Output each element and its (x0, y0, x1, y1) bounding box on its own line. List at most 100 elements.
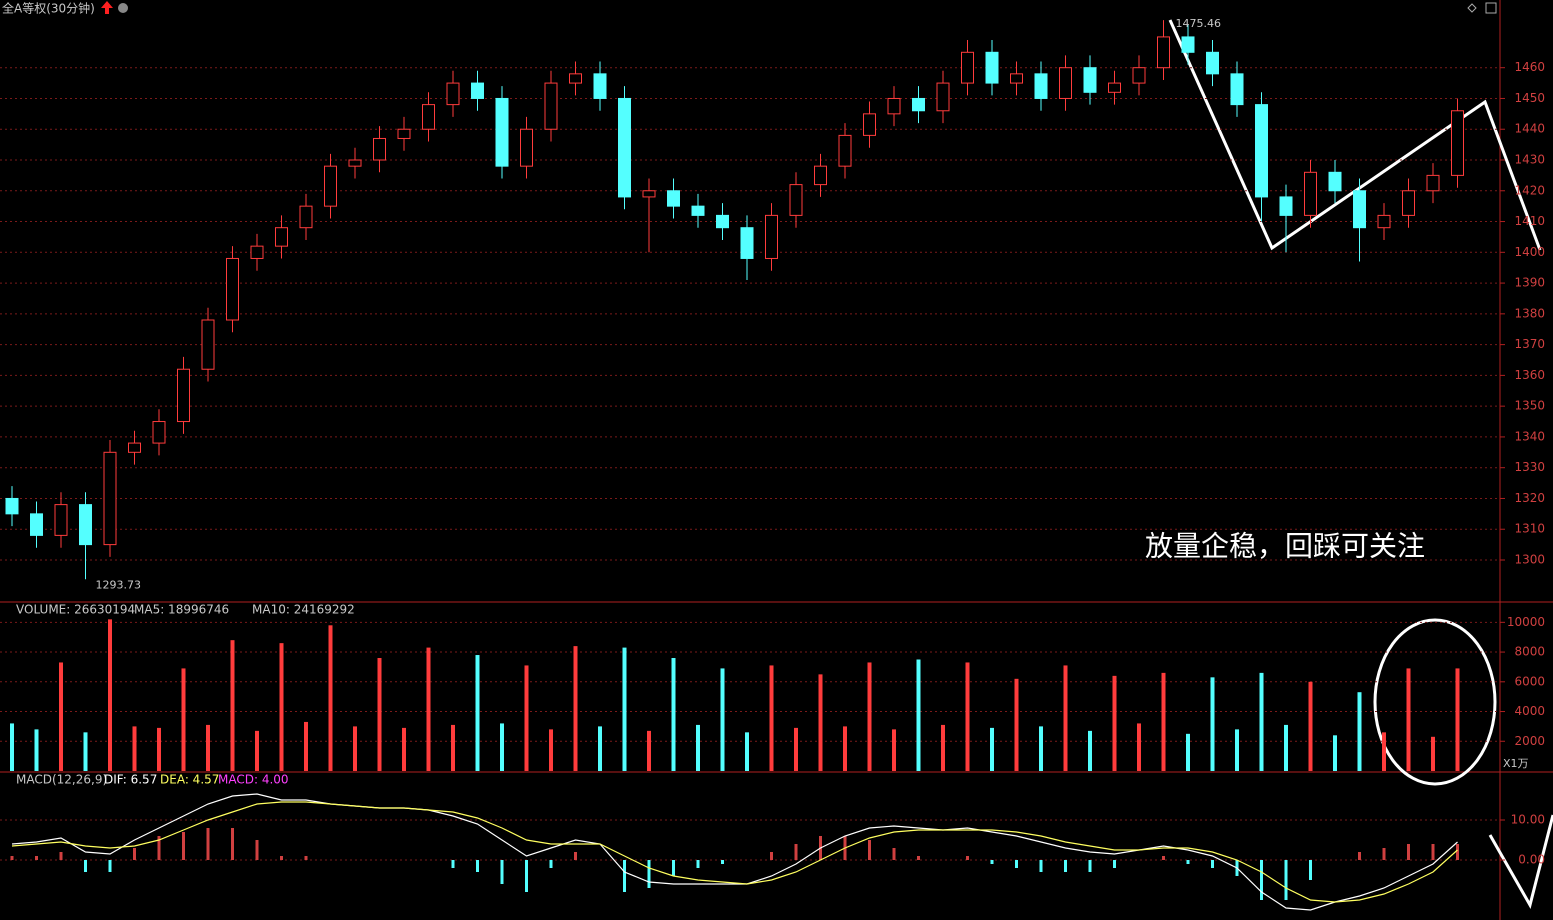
volume-bar (892, 729, 896, 771)
macd-line (11, 801, 1458, 903)
volume-bar (1112, 675, 1117, 771)
y-tick-label: 8000 (1514, 645, 1545, 659)
volume-bar (1235, 729, 1239, 771)
chart-title: 全A等权(30分钟) (2, 1, 95, 16)
candle-body (618, 97, 631, 198)
y-tick-label: 10000 (1507, 615, 1545, 629)
volume-bar (1039, 726, 1043, 771)
volume-bar (353, 726, 357, 771)
volume-bar (745, 732, 749, 771)
volume-bar (304, 721, 308, 771)
volume-bar (598, 726, 602, 771)
panel-header: MA10: 24169292 (252, 603, 355, 617)
candle-body (667, 190, 680, 207)
candle-body (985, 51, 999, 84)
icon (1467, 3, 1477, 13)
candle-body (1255, 104, 1268, 198)
candle-body (348, 159, 362, 167)
y-tick-label: 1380 (1514, 306, 1545, 320)
candle-body (1010, 73, 1023, 84)
volume-bar (549, 729, 553, 771)
y-tick-label: 4000 (1514, 704, 1545, 718)
candle-body (1402, 190, 1415, 216)
volume-bar (573, 646, 578, 771)
volume-bar (34, 729, 39, 771)
y-tick-label: 1350 (1514, 399, 1545, 413)
volume-bar (500, 723, 504, 771)
volume-bar (1357, 692, 1362, 771)
volume-bar (132, 726, 137, 771)
volume-bar (867, 662, 872, 771)
candle-body (520, 128, 533, 167)
candle-body (397, 128, 411, 139)
candle-body (1034, 73, 1048, 99)
volume-bar (377, 658, 382, 771)
volume-bar (794, 727, 798, 771)
volume-bar (10, 723, 14, 771)
legend-entry: DEA: 4.57 (160, 773, 219, 787)
volume-bar (1308, 681, 1313, 771)
legend-entry: DIF: 6.57 (104, 773, 157, 787)
annotation: 放量企稳，回踩可关注 (1145, 530, 1425, 563)
candle-body (642, 190, 656, 198)
volume-bar (916, 659, 921, 771)
volume-bar (59, 662, 63, 771)
y-tick-label: 1450 (1514, 91, 1545, 105)
candle-body (1328, 171, 1342, 192)
candle-body (422, 104, 435, 130)
candle-body (1426, 174, 1440, 192)
y-tick-label: 6000 (1514, 674, 1545, 688)
volume-bar (696, 724, 700, 771)
volume-bar (1431, 736, 1435, 771)
candle-body (446, 82, 460, 106)
legend-entry: MACD: 4.00 (218, 773, 289, 787)
y-tick-label: 1460 (1514, 60, 1545, 74)
y-tick-label: 1410 (1514, 214, 1545, 228)
y-tick-label: 0.00 (1518, 853, 1545, 867)
macd-line (11, 793, 1458, 911)
candle-body (593, 73, 607, 99)
volume-bar (83, 732, 88, 771)
low-label: 1293.73 (96, 578, 142, 591)
candle-body (5, 497, 19, 515)
volume-bar (451, 724, 455, 771)
volume-bar (1210, 677, 1215, 771)
volume-bar (941, 724, 945, 771)
candle-body (1181, 36, 1195, 53)
menu-icon (118, 3, 128, 13)
candle-body (250, 245, 264, 259)
volume-bar (818, 674, 823, 771)
volume-bar (1284, 724, 1288, 771)
volume-bar (426, 647, 431, 771)
candle-body (373, 137, 386, 161)
volume-bar (769, 665, 774, 771)
volume-bar (1186, 733, 1190, 771)
y-tick-label: 1340 (1514, 429, 1545, 443)
volume-bar (524, 665, 529, 771)
candle-body (299, 205, 313, 229)
candle-body (1279, 196, 1293, 216)
volume-bar (1063, 665, 1068, 771)
volume-bar (990, 727, 994, 771)
volume-bar (843, 726, 847, 771)
y-tick-label: 1440 (1514, 122, 1545, 136)
volume-bar (1259, 672, 1264, 771)
candle-body (1230, 73, 1244, 106)
volume-bar (230, 640, 235, 771)
candle-body (912, 97, 925, 112)
volume-bar (181, 668, 186, 771)
y-tick-label: 1430 (1514, 153, 1545, 167)
candle-body (128, 442, 141, 453)
candle-body (103, 451, 117, 546)
candle-body (1108, 82, 1121, 93)
volume-bar (647, 730, 651, 771)
candle-body (275, 227, 288, 247)
candle-body (471, 82, 484, 99)
volume-bar (1161, 672, 1166, 771)
volume-bar (622, 647, 627, 771)
volume-bar (1406, 668, 1411, 771)
candle-body (716, 214, 729, 229)
y-tick-label: 1300 (1514, 553, 1545, 567)
panel-header: MA5: 18996746 (134, 603, 229, 617)
y-tick-label: 1390 (1514, 276, 1545, 290)
